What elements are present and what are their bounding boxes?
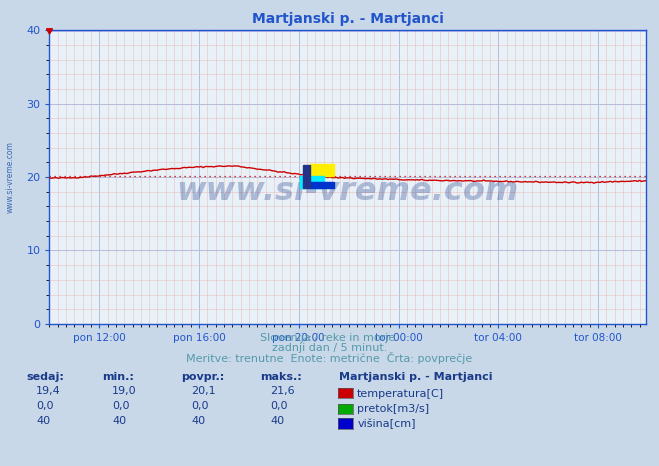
Text: 0,0: 0,0	[112, 401, 130, 411]
Text: www.si-vreme.com: www.si-vreme.com	[5, 141, 14, 213]
Bar	[300, 177, 324, 188]
Text: 21,6: 21,6	[270, 386, 295, 396]
Text: 0,0: 0,0	[191, 401, 209, 411]
Text: Martjanski p. - Martjanci: Martjanski p. - Martjanci	[339, 372, 493, 382]
Text: višina[cm]: višina[cm]	[357, 419, 416, 429]
Text: Slovenija / reke in morje.: Slovenija / reke in morje.	[260, 333, 399, 343]
Text: 40: 40	[112, 416, 126, 426]
Text: 40: 40	[36, 416, 50, 426]
Text: min.:: min.:	[102, 372, 134, 382]
Text: 19,4: 19,4	[36, 386, 61, 396]
Text: Meritve: trenutne  Enote: metrične  Črta: povprečje: Meritve: trenutne Enote: metrične Črta: …	[186, 352, 473, 363]
Bar	[303, 165, 310, 188]
Text: 0,0: 0,0	[270, 401, 288, 411]
Text: temperatura[C]: temperatura[C]	[357, 389, 444, 399]
Bar	[310, 164, 333, 176]
Text: pretok[m3/s]: pretok[m3/s]	[357, 404, 429, 414]
Text: povpr.:: povpr.:	[181, 372, 225, 382]
Text: 0,0: 0,0	[36, 401, 54, 411]
Text: 40: 40	[191, 416, 205, 426]
Text: 20,1: 20,1	[191, 386, 215, 396]
Text: maks.:: maks.:	[260, 372, 302, 382]
Text: www.si-vreme.com: www.si-vreme.com	[177, 176, 519, 207]
Text: zadnji dan / 5 minut.: zadnji dan / 5 minut.	[272, 343, 387, 353]
Title: Martjanski p. - Martjanci: Martjanski p. - Martjanci	[252, 12, 444, 27]
Text: 40: 40	[270, 416, 284, 426]
Text: 19,0: 19,0	[112, 386, 136, 396]
Bar	[310, 182, 333, 188]
Text: sedaj:: sedaj:	[26, 372, 64, 382]
